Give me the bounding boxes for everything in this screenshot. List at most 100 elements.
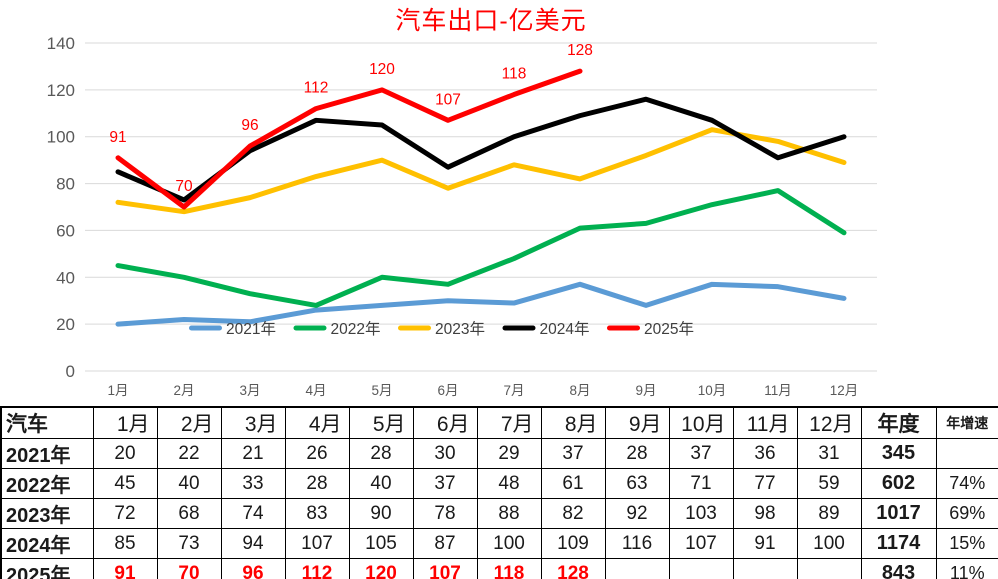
legend-swatch	[293, 325, 327, 331]
table-cell[interactable]	[604, 558, 670, 579]
table-cell[interactable]: 78	[412, 498, 478, 529]
growth-rate-cell[interactable]: 11%	[935, 558, 998, 579]
table-cell[interactable]: 37	[668, 438, 734, 469]
table-cell[interactable]: 94	[220, 528, 286, 559]
table-cell[interactable]: 73	[156, 528, 222, 559]
table-cell[interactable]: 100	[796, 528, 862, 559]
table-cell[interactable]: 36	[732, 438, 798, 469]
table-cell[interactable]: 28	[348, 438, 414, 469]
legend-item-2022年[interactable]: 2022年	[293, 320, 381, 338]
month-header[interactable]: 9月	[604, 406, 670, 439]
table-cell[interactable]	[668, 558, 734, 579]
growth-rate-cell[interactable]: 69%	[935, 498, 998, 529]
table-cell[interactable]: 128	[540, 558, 606, 579]
growth-rate-cell[interactable]	[935, 438, 998, 469]
table-cell[interactable]: 82	[540, 498, 606, 529]
table-cell[interactable]: 91	[732, 528, 798, 559]
month-header[interactable]: 2月	[156, 406, 222, 439]
table-cell[interactable]: 26	[284, 438, 350, 469]
table-cell[interactable]: 28	[284, 468, 350, 499]
annual-total-cell[interactable]: 843	[860, 558, 937, 579]
table-cell[interactable]: 120	[348, 558, 414, 579]
growth-rate-cell[interactable]: 74%	[935, 468, 998, 499]
legend-item-2025年[interactable]: 2025年	[607, 320, 694, 338]
table-cell[interactable]: 31	[796, 438, 862, 469]
row-label[interactable]: 2023年	[0, 498, 94, 529]
table-cell[interactable]: 30	[412, 438, 478, 469]
table-cell[interactable]: 21	[220, 438, 286, 469]
table-cell[interactable]: 72	[92, 498, 158, 529]
table-cell[interactable]: 61	[540, 468, 606, 499]
table-cell[interactable]: 59	[796, 468, 862, 499]
table-cell[interactable]: 37	[412, 468, 478, 499]
legend-item-2024年[interactable]: 2024年	[502, 320, 590, 338]
table-cell[interactable]: 85	[92, 528, 158, 559]
growth-header[interactable]: 年增速	[935, 406, 998, 439]
table-cell[interactable]: 37	[540, 438, 606, 469]
table-cell[interactable]: 74	[220, 498, 286, 529]
row-label[interactable]: 2022年	[0, 468, 94, 499]
legend-item-2021年[interactable]: 2021年	[189, 320, 276, 338]
month-header[interactable]: 5月	[348, 406, 414, 439]
table-cell[interactable]: 28	[604, 438, 670, 469]
row-label[interactable]: 2021年	[0, 438, 94, 469]
table-cell[interactable]: 40	[156, 468, 222, 499]
table-cell[interactable]: 91	[92, 558, 158, 579]
table-cell[interactable]: 88	[476, 498, 542, 529]
table-cell[interactable]: 118	[476, 558, 542, 579]
table-cell[interactable]: 109	[540, 528, 606, 559]
table-cell[interactable]: 107	[284, 528, 350, 559]
table-cell[interactable]: 96	[220, 558, 286, 579]
table-cell[interactable]: 33	[220, 468, 286, 499]
table-cell[interactable]: 87	[412, 528, 478, 559]
month-header[interactable]: 3月	[220, 406, 286, 439]
table-cell[interactable]: 71	[668, 468, 734, 499]
month-header[interactable]: 6月	[412, 406, 478, 439]
month-header[interactable]: 11月	[732, 406, 798, 439]
annual-total-cell[interactable]: 345	[860, 438, 937, 469]
table-cell[interactable]: 45	[92, 468, 158, 499]
month-header[interactable]: 1月	[92, 406, 158, 439]
table-cell[interactable]: 112	[284, 558, 350, 579]
table-cell[interactable]: 90	[348, 498, 414, 529]
table-corner-header[interactable]: 汽车	[0, 406, 94, 439]
table-cell[interactable]: 29	[476, 438, 542, 469]
x-axis-label: 9月	[635, 383, 656, 398]
row-label[interactable]: 2024年	[0, 528, 94, 559]
table-cell[interactable]: 68	[156, 498, 222, 529]
table-cell[interactable]: 89	[796, 498, 862, 529]
growth-rate-cell[interactable]: 15%	[935, 528, 998, 559]
legend-item-2023年[interactable]: 2023年	[398, 320, 485, 338]
x-axis-label: 4月	[305, 383, 326, 398]
table-cell[interactable]	[732, 558, 798, 579]
table-cell[interactable]: 70	[156, 558, 222, 579]
month-header[interactable]: 12月	[796, 406, 862, 439]
table-cell[interactable]: 116	[604, 528, 670, 559]
table-cell[interactable]: 40	[348, 468, 414, 499]
month-header[interactable]: 8月	[540, 406, 606, 439]
table-cell[interactable]: 100	[476, 528, 542, 559]
annual-total-cell[interactable]: 602	[860, 468, 937, 499]
table-cell[interactable]: 107	[412, 558, 478, 579]
month-header[interactable]: 4月	[284, 406, 350, 439]
month-header[interactable]: 7月	[476, 406, 542, 439]
table-cell[interactable]: 107	[668, 528, 734, 559]
table-cell[interactable]: 22	[156, 438, 222, 469]
table-cell[interactable]: 98	[732, 498, 798, 529]
annual-total-cell[interactable]: 1174	[860, 528, 937, 559]
annual-total-cell[interactable]: 1017	[860, 498, 937, 529]
table-cell[interactable]: 103	[668, 498, 734, 529]
annual-header[interactable]: 年度	[860, 406, 937, 439]
month-header[interactable]: 10月	[668, 406, 734, 439]
table-cell[interactable]: 83	[284, 498, 350, 529]
table-row-2022年: 2022年 45 40 33 28 40 37 48 61 63 71 77 59 602 74%	[0, 468, 998, 499]
table-cell[interactable]: 20	[92, 438, 158, 469]
table-cell[interactable]: 105	[348, 528, 414, 559]
table-cell[interactable]: 77	[732, 468, 798, 499]
table-cell[interactable]: 63	[604, 468, 670, 499]
row-label[interactable]: 2025年	[0, 558, 94, 579]
table-cell[interactable]	[796, 558, 862, 579]
table-cell[interactable]: 48	[476, 468, 542, 499]
table-cell[interactable]: 92	[604, 498, 670, 529]
